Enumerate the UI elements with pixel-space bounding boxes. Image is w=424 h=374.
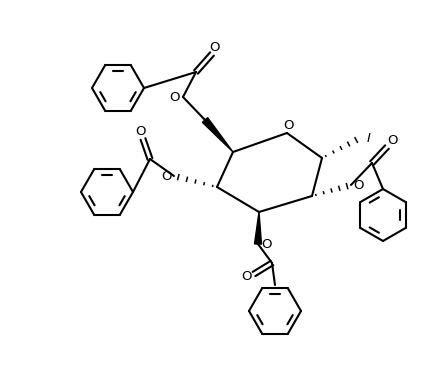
Text: O: O <box>283 119 293 132</box>
Text: O: O <box>387 134 397 147</box>
Text: O: O <box>136 125 146 138</box>
Text: O: O <box>262 237 272 251</box>
Polygon shape <box>202 118 233 152</box>
Text: O: O <box>354 178 364 191</box>
Text: O: O <box>209 40 219 53</box>
Text: O: O <box>241 270 251 283</box>
Text: I: I <box>367 132 371 144</box>
Text: O: O <box>161 169 171 183</box>
Text: O: O <box>170 91 180 104</box>
Polygon shape <box>254 212 262 244</box>
